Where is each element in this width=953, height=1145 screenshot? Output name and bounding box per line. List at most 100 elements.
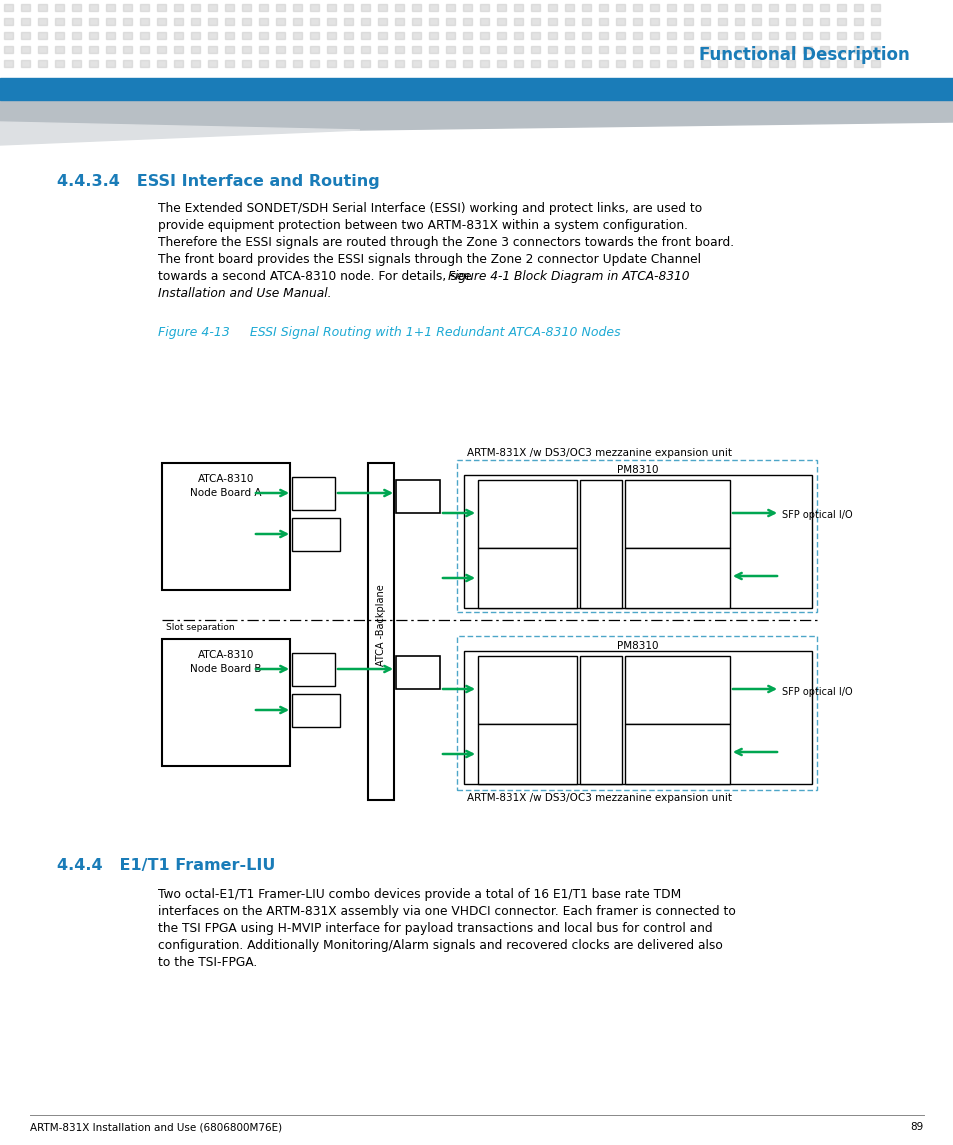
Bar xyxy=(292,694,339,727)
Text: OC-x
Receiver
(working): OC-x Receiver (working) xyxy=(655,551,698,582)
Bar xyxy=(734,32,743,39)
Bar xyxy=(275,46,285,53)
Bar xyxy=(598,18,607,25)
Bar xyxy=(514,60,522,68)
Bar xyxy=(768,46,778,53)
Bar xyxy=(683,32,692,39)
Bar xyxy=(225,46,233,53)
Bar xyxy=(514,46,522,53)
Text: PM8310: PM8310 xyxy=(617,641,659,652)
Bar xyxy=(820,3,828,11)
Bar xyxy=(327,60,335,68)
Bar xyxy=(412,60,420,68)
Bar xyxy=(242,60,251,68)
Bar xyxy=(456,460,816,611)
Text: OC-x
Transmitter
(working): OC-x Transmitter (working) xyxy=(651,660,702,690)
Bar xyxy=(477,480,577,548)
Bar xyxy=(718,32,726,39)
Text: towards a second ATCA-8310 node. For details, see: towards a second ATCA-8310 node. For det… xyxy=(158,270,475,283)
Bar xyxy=(581,3,590,11)
Bar xyxy=(140,3,149,11)
Bar xyxy=(870,32,879,39)
Bar xyxy=(836,3,845,11)
Bar xyxy=(463,652,811,784)
Bar xyxy=(870,18,879,25)
Bar xyxy=(21,60,30,68)
Text: Figure 4-13     ESSI Signal Routing with 1+1 Redundant ATCA-8310 Nodes: Figure 4-13 ESSI Signal Routing with 1+1… xyxy=(158,326,620,339)
Bar xyxy=(820,18,828,25)
Bar xyxy=(497,3,505,11)
Bar xyxy=(514,3,522,11)
Text: ESSI
Receiver
(working&protect): ESSI Receiver (working&protect) xyxy=(485,727,568,758)
Bar xyxy=(173,3,183,11)
Bar xyxy=(275,3,285,11)
Bar xyxy=(836,32,845,39)
Bar xyxy=(820,32,828,39)
Text: Two octal-E1/T1 Framer-LIU combo devices provide a total of 16 E1/T1 base rate T: Two octal-E1/T1 Framer-LIU combo devices… xyxy=(158,889,680,901)
Bar xyxy=(344,3,353,11)
Bar xyxy=(514,18,522,25)
Bar xyxy=(89,32,98,39)
Text: P30: P30 xyxy=(409,657,427,668)
Bar xyxy=(377,46,387,53)
Bar xyxy=(547,3,557,11)
Text: to the TSI-FPGA.: to the TSI-FPGA. xyxy=(158,956,257,969)
Bar xyxy=(564,3,574,11)
Bar xyxy=(293,18,302,25)
Bar xyxy=(564,18,574,25)
Bar xyxy=(123,32,132,39)
Bar xyxy=(649,3,659,11)
Text: ARTM-831X /w DS3/OC3 mezzanine expansion unit: ARTM-831X /w DS3/OC3 mezzanine expansion… xyxy=(467,448,732,458)
Bar xyxy=(377,3,387,11)
Bar xyxy=(395,32,403,39)
Bar xyxy=(734,60,743,68)
Bar xyxy=(412,32,420,39)
Bar xyxy=(579,656,621,784)
Bar xyxy=(208,3,216,11)
Bar xyxy=(293,32,302,39)
Bar xyxy=(191,60,200,68)
Bar xyxy=(38,32,47,39)
Bar xyxy=(751,3,760,11)
Bar xyxy=(666,32,676,39)
Bar xyxy=(751,18,760,25)
Bar xyxy=(456,635,816,790)
Text: PM8310: PM8310 xyxy=(617,465,659,475)
Bar xyxy=(531,3,539,11)
Bar xyxy=(531,60,539,68)
Text: P30: P30 xyxy=(409,481,427,491)
Text: OC-x
Receiver
(working): OC-x Receiver (working) xyxy=(655,727,698,758)
Bar xyxy=(683,60,692,68)
Bar xyxy=(208,18,216,25)
Bar xyxy=(564,60,574,68)
Bar xyxy=(836,46,845,53)
Bar xyxy=(514,32,522,39)
Bar xyxy=(71,32,81,39)
Bar xyxy=(225,32,233,39)
Bar xyxy=(293,3,302,11)
Bar xyxy=(310,18,318,25)
Bar xyxy=(624,548,729,608)
Bar xyxy=(531,18,539,25)
Bar xyxy=(700,3,709,11)
Bar xyxy=(718,60,726,68)
Bar xyxy=(377,18,387,25)
Bar xyxy=(633,18,641,25)
Bar xyxy=(38,3,47,11)
Bar xyxy=(446,46,455,53)
Text: ATCA-8310
Node Board B: ATCA-8310 Node Board B xyxy=(190,650,261,674)
Bar xyxy=(225,18,233,25)
Bar xyxy=(547,18,557,25)
Bar xyxy=(157,3,166,11)
Bar xyxy=(616,32,624,39)
Bar xyxy=(462,46,472,53)
Bar xyxy=(479,18,489,25)
Bar xyxy=(55,3,64,11)
Bar xyxy=(208,32,216,39)
Bar xyxy=(123,46,132,53)
Bar xyxy=(462,60,472,68)
Bar xyxy=(579,480,621,608)
Text: Linear
APS: Linear APS xyxy=(586,660,615,680)
Bar xyxy=(157,32,166,39)
Bar xyxy=(208,46,216,53)
